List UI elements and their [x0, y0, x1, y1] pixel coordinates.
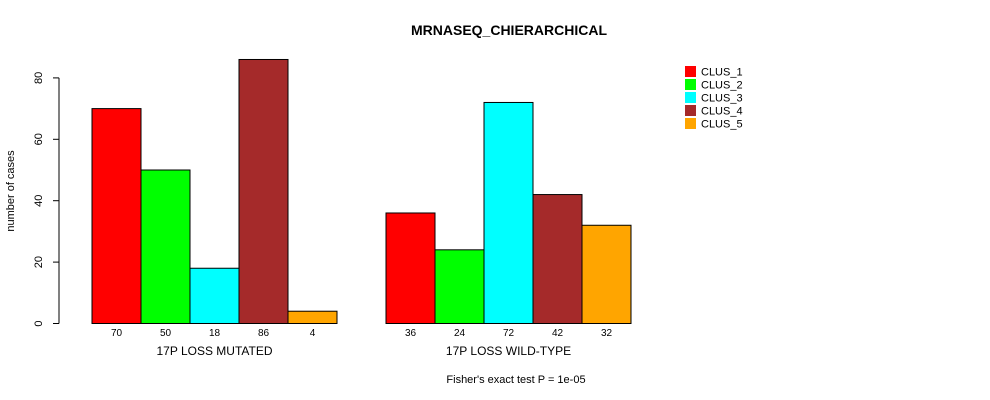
- bar-value-label: 42: [552, 328, 564, 339]
- chart-title: MRNASEQ_CHIERARCHICAL: [411, 22, 607, 38]
- bar-value-label: 72: [503, 328, 515, 339]
- legend-swatch: [685, 79, 696, 90]
- bar-clus-4: [238, 58, 289, 324]
- legend-swatch: [685, 105, 696, 116]
- legend-swatch: [685, 92, 696, 103]
- legend-label: CLUS_2: [701, 80, 743, 92]
- group-label: 17P LOSS MUTATED: [156, 344, 272, 358]
- bar-value-label: 18: [209, 328, 221, 339]
- legend-label: CLUS_5: [701, 119, 743, 131]
- y-axis: 0 20 40 60 80: [33, 72, 60, 327]
- bar-value-label: 32: [601, 328, 613, 339]
- legend-swatch: [685, 66, 696, 77]
- bar-clus-3: [483, 101, 534, 324]
- bar-value-label: 70: [111, 328, 123, 339]
- bar-clus-1: [385, 212, 436, 324]
- bar-clus-5: [581, 224, 632, 324]
- group-label: 17P LOSS WILD-TYPE: [446, 344, 571, 358]
- bar-clus-3: [189, 267, 240, 324]
- bar-clus-5: [287, 310, 338, 325]
- y-axis-label: number of cases: [5, 150, 17, 232]
- y-tick-label: 80: [33, 72, 45, 84]
- footnote: Fisher's exact test P = 1e-05: [446, 374, 585, 386]
- bar-value-label: 50: [160, 328, 172, 339]
- bar-clus-4: [532, 194, 583, 324]
- legend-label: CLUS_4: [701, 106, 743, 118]
- bar-value-label: 36: [405, 328, 417, 339]
- bar-value-label: 86: [258, 328, 270, 339]
- bar-value-label: 24: [454, 328, 466, 339]
- group-labels: 17P LOSS MUTATED 17P LOSS WILD-TYPE: [156, 344, 571, 358]
- legend-label: CLUS_1: [701, 67, 743, 79]
- bars: [91, 58, 632, 325]
- bar-labels: 70 50 18 86 4 36 24 72 42 32: [111, 328, 613, 339]
- bar-value-label: 4: [310, 328, 316, 339]
- bar-clus-2: [434, 249, 485, 325]
- bar-clus-1: [91, 108, 142, 324]
- legend-swatch: [685, 118, 696, 129]
- y-tick-label: 40: [33, 195, 45, 207]
- y-tick-label: 0: [33, 320, 45, 326]
- bar-clus-2: [140, 169, 191, 324]
- y-tick-label: 60: [33, 133, 45, 145]
- legend-label: CLUS_3: [701, 93, 743, 105]
- y-tick-label: 20: [33, 256, 45, 268]
